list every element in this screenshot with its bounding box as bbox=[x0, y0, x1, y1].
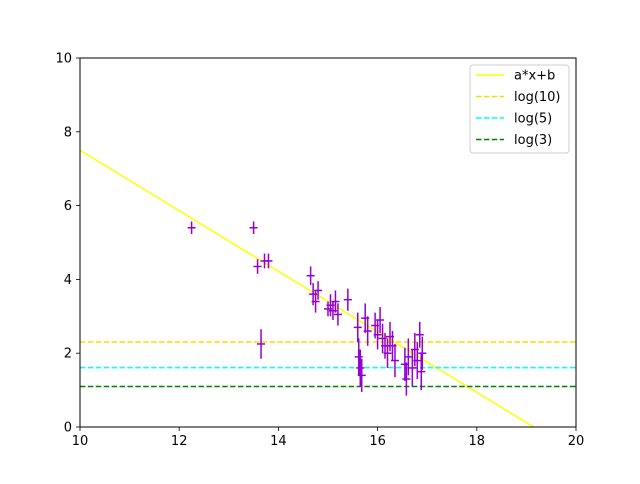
data-point-24 bbox=[376, 307, 385, 333]
axes: 10 12 14 16 18 20 0 2 4 6 8 10 bbox=[55, 52, 584, 450]
data-point-6 bbox=[306, 266, 315, 285]
data-point-2 bbox=[253, 259, 262, 274]
data-point-3 bbox=[257, 329, 266, 359]
data-point-19 bbox=[357, 358, 366, 392]
data-point-30 bbox=[390, 343, 399, 378]
data-point-15 bbox=[343, 288, 352, 311]
y-tick-label: 4 bbox=[64, 273, 72, 288]
axes-frame bbox=[79, 57, 577, 428]
y-tick-label: 0 bbox=[64, 421, 72, 436]
legend-label-2: log(5) bbox=[514, 112, 552, 127]
data-point-39 bbox=[418, 336, 427, 370]
legend-label-1: log(10) bbox=[514, 90, 561, 105]
data-point-21 bbox=[363, 316, 372, 346]
data-point-1 bbox=[249, 221, 258, 235]
y-tick-label: 6 bbox=[64, 199, 72, 214]
data-point-23 bbox=[373, 319, 382, 350]
y-tick-label: 2 bbox=[64, 347, 72, 362]
data-point-14 bbox=[333, 303, 342, 326]
data-point-34 bbox=[408, 349, 417, 387]
fit-line bbox=[80, 149, 536, 427]
x-tick-label: 16 bbox=[369, 434, 386, 449]
plot-area bbox=[80, 149, 576, 427]
data-point-38 bbox=[417, 353, 426, 391]
legend-label-3: log(3) bbox=[514, 133, 552, 148]
x-tick-label: 12 bbox=[171, 434, 188, 449]
data-point-31 bbox=[400, 347, 409, 381]
legend-frame bbox=[469, 64, 570, 154]
x-tick-label: 14 bbox=[270, 434, 287, 449]
data-point-17 bbox=[354, 338, 363, 376]
x-tick-label: 10 bbox=[72, 434, 89, 449]
data-point-16 bbox=[353, 312, 362, 343]
data-point-36 bbox=[413, 342, 422, 380]
data-point-27 bbox=[383, 338, 392, 368]
y-tick-label: 10 bbox=[55, 52, 72, 67]
data-point-9 bbox=[314, 281, 323, 300]
data-point-5 bbox=[264, 253, 273, 269]
legend: a*x+b log(10) log(5) log(3) bbox=[469, 64, 570, 154]
x-tick-label: 18 bbox=[469, 434, 486, 449]
data-point-13 bbox=[331, 290, 340, 313]
x-tick-label: 20 bbox=[568, 434, 585, 449]
data-point-32 bbox=[402, 362, 411, 396]
data-point-37 bbox=[415, 321, 424, 348]
data-point-33 bbox=[404, 338, 413, 376]
data-point-18 bbox=[356, 349, 365, 387]
data-point-8 bbox=[311, 290, 320, 313]
data-point-0 bbox=[187, 221, 196, 235]
y-tick-label: 8 bbox=[64, 125, 72, 140]
legend-label-0: a*x+b bbox=[514, 69, 555, 84]
